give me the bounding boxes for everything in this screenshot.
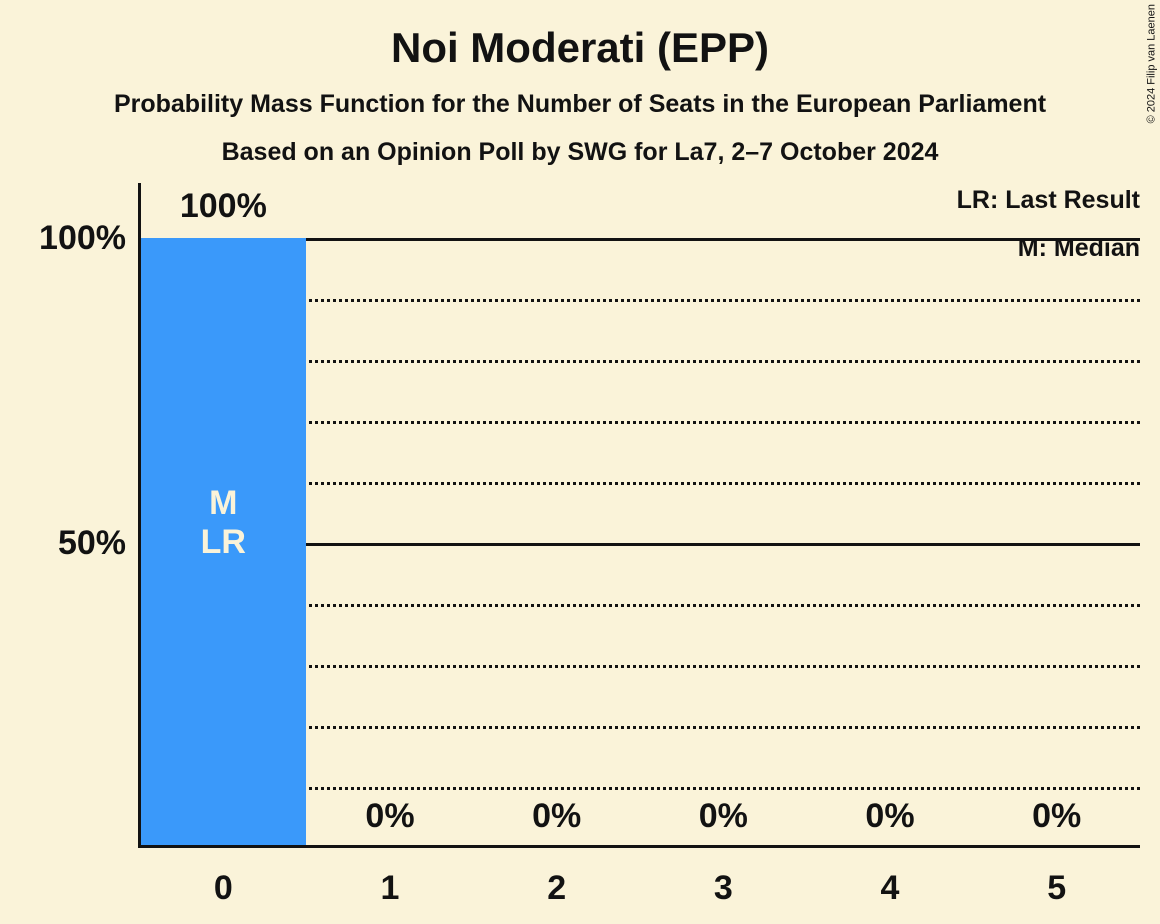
bar-value-label-0: 100% bbox=[179, 187, 267, 225]
bar-slot-4: 0% bbox=[807, 238, 974, 848]
plot-area: M LR 100% 0% 0% 0% 0% 0% bbox=[140, 188, 1140, 848]
x-tick-label-2: 2 bbox=[547, 869, 567, 907]
bar-slot-1: 0% bbox=[307, 238, 474, 848]
gridline-90pct bbox=[140, 299, 1140, 302]
bar-slot-0: M LR 100% bbox=[140, 188, 307, 848]
bar-value-label-5: 0% bbox=[1032, 797, 1082, 835]
copyright-text: © 2024 Filip van Laenen bbox=[1145, 4, 1157, 124]
x-tick-label-3: 3 bbox=[713, 869, 733, 907]
gridline-40pct bbox=[140, 604, 1140, 607]
bar-value-label-3: 0% bbox=[698, 797, 748, 835]
bar-slot-5: 0% bbox=[973, 238, 1140, 848]
bar-value-label-4: 0% bbox=[865, 797, 915, 835]
gridline-80pct bbox=[140, 360, 1140, 363]
bar-seats-0: M LR bbox=[141, 238, 306, 848]
bars-row: M LR 100% 0% 0% 0% 0% 0% bbox=[140, 188, 1140, 848]
x-tick-label-5: 5 bbox=[1047, 869, 1067, 907]
bar-slot-3: 0% bbox=[640, 238, 807, 848]
legend-last-result: LR: Last Result bbox=[956, 186, 1140, 214]
chart-poll-source: Based on an Opinion Poll by SWG for La7,… bbox=[221, 138, 939, 166]
bar-annotation-median-last-result: M LR bbox=[200, 484, 246, 561]
gridline-20pct bbox=[140, 726, 1140, 729]
y-axis-label-100: 100% bbox=[39, 219, 126, 257]
x-axis-line bbox=[138, 845, 1140, 848]
y-axis-label-50: 50% bbox=[57, 524, 126, 562]
gridline-50pct bbox=[140, 543, 1140, 546]
gridline-70pct bbox=[140, 421, 1140, 424]
chart-subtitle: Probability Mass Function for the Number… bbox=[113, 90, 1047, 118]
x-axis-tick-labels: 0 1 2 3 4 5 bbox=[140, 868, 1140, 908]
x-tick-label-1: 1 bbox=[380, 869, 400, 907]
bar-slot-2: 0% bbox=[473, 238, 640, 848]
y-axis-line bbox=[138, 183, 141, 848]
bar-value-label-1: 0% bbox=[365, 797, 415, 835]
gridline-100pct bbox=[140, 238, 1140, 241]
gridline-10pct bbox=[140, 787, 1140, 790]
legend-median: M: Median bbox=[1017, 234, 1140, 262]
gridline-30pct bbox=[140, 665, 1140, 668]
x-tick-label-0: 0 bbox=[213, 869, 233, 907]
x-tick-label-4: 4 bbox=[880, 869, 900, 907]
gridline-60pct bbox=[140, 482, 1140, 485]
bar-value-label-2: 0% bbox=[532, 797, 582, 835]
chart-title: Noi Moderati (EPP) bbox=[390, 24, 770, 71]
